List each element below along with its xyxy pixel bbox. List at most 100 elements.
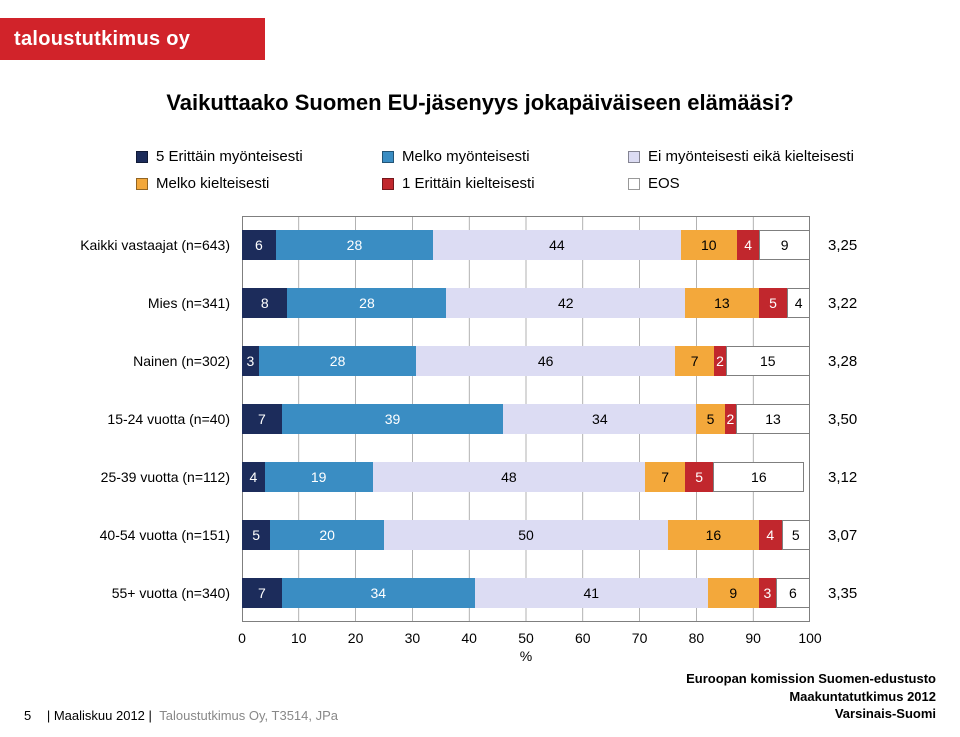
bar-segment: 9 xyxy=(759,230,810,260)
axis-tick: 100 xyxy=(798,630,821,646)
bar: 520501645 xyxy=(242,520,810,550)
axis-tick: 80 xyxy=(689,630,705,646)
row-average: 3,35 xyxy=(810,585,870,602)
bar-segment: 5 xyxy=(782,520,810,550)
row-average: 3,07 xyxy=(810,527,870,544)
bar-segment: 7 xyxy=(675,346,714,376)
legend: 5 Erittäin myönteisesti Melko myönteisest… xyxy=(136,148,856,192)
axis-tick: 20 xyxy=(348,630,364,646)
bar: 328467215 xyxy=(242,346,810,376)
axis-unit: % xyxy=(520,648,532,664)
bar: 739345213 xyxy=(242,404,810,434)
chart-row: 55+ vuotta (n=340)734419363,35 xyxy=(46,564,916,622)
bar-segment: 15 xyxy=(726,346,810,376)
bar-segment: 13 xyxy=(736,404,810,434)
row-label: 40-54 vuotta (n=151) xyxy=(46,527,242,543)
row-label: Nainen (n=302) xyxy=(46,353,242,369)
legend-label: 5 Erittäin myönteisesti xyxy=(156,148,303,165)
footer-right-l1: Euroopan komission Suomen-edustusto xyxy=(686,670,936,688)
legend-item: Melko kielteisesti xyxy=(136,175,364,192)
axis-tick: 70 xyxy=(632,630,648,646)
chart-row: 15-24 vuotta (n=40)7393452133,50 xyxy=(46,390,916,448)
bar-segment: 16 xyxy=(713,462,804,492)
bar-segment: 44 xyxy=(433,230,680,260)
row-label: Mies (n=341) xyxy=(46,295,242,311)
legend-swatch xyxy=(382,151,394,163)
bar-segment: 20 xyxy=(270,520,384,550)
row-label: Kaikki vastaajat (n=643) xyxy=(46,237,242,253)
legend-label: 1 Erittäin kielteisesti xyxy=(402,175,535,192)
bar-segment: 28 xyxy=(276,230,433,260)
legend-label: Melko kielteisesti xyxy=(156,175,269,192)
footer-org: Taloustutkimus Oy, T3514, JPa xyxy=(159,708,338,723)
bar-segment: 6 xyxy=(242,230,276,260)
row-average: 3,28 xyxy=(810,353,870,370)
bar-segment: 3 xyxy=(242,346,259,376)
footer-left: 5 | Maaliskuu 2012 | Taloustutkimus Oy, … xyxy=(24,708,338,723)
bar-segment: 39 xyxy=(282,404,504,434)
bar-segment: 10 xyxy=(681,230,737,260)
page-title: Vaikuttaako Suomen EU-jäsenyys jokapäivä… xyxy=(0,90,960,116)
bar-segment: 7 xyxy=(242,578,282,608)
axis-tick: 10 xyxy=(291,630,307,646)
bar-segment: 46 xyxy=(416,346,675,376)
legend-swatch xyxy=(136,151,148,163)
bar-segment: 19 xyxy=(265,462,373,492)
bar-segment: 4 xyxy=(787,288,810,318)
legend-item: 1 Erittäin kielteisesti xyxy=(382,175,610,192)
legend-item: EOS xyxy=(628,175,856,192)
x-axis: 0102030405060708090100% xyxy=(242,626,810,666)
row-label: 25-39 vuotta (n=112) xyxy=(46,469,242,485)
bar-segment: 9 xyxy=(708,578,759,608)
bar-segment: 34 xyxy=(503,404,696,434)
bar-segment: 6 xyxy=(776,578,810,608)
footer-right-l3: Varsinais-Suomi xyxy=(686,705,936,723)
legend-swatch xyxy=(628,178,640,190)
legend-label: Melko myönteisesti xyxy=(402,148,530,165)
row-label: 15-24 vuotta (n=40) xyxy=(46,411,242,427)
bar: 419487516 xyxy=(242,462,810,492)
bar-segment: 48 xyxy=(373,462,646,492)
footer-right: Euroopan komission Suomen-edustusto Maak… xyxy=(686,670,936,723)
chart-row: Mies (n=341)8284213543,22 xyxy=(46,274,916,332)
bar: 73441936 xyxy=(242,578,810,608)
legend-swatch xyxy=(382,178,394,190)
bar: 628441049 xyxy=(242,230,810,260)
legend-item: 5 Erittäin myönteisesti xyxy=(136,148,364,165)
bar-segment: 5 xyxy=(759,288,787,318)
bar: 828421354 xyxy=(242,288,810,318)
legend-label: EOS xyxy=(648,175,680,192)
bar-segment: 4 xyxy=(759,520,782,550)
row-average: 3,50 xyxy=(810,411,870,428)
bar-segment: 4 xyxy=(737,230,760,260)
axis-tick: 60 xyxy=(575,630,591,646)
row-label: 55+ vuotta (n=340) xyxy=(46,585,242,601)
bar-segment: 3 xyxy=(759,578,776,608)
bar-segment: 5 xyxy=(685,462,713,492)
footer-date: | Maaliskuu 2012 | xyxy=(47,708,152,723)
axis-tick: 90 xyxy=(745,630,761,646)
bar-segment: 5 xyxy=(696,404,724,434)
bar-segment: 8 xyxy=(242,288,287,318)
legend-item: Melko myönteisesti xyxy=(382,148,610,165)
bar-segment: 2 xyxy=(725,404,736,434)
logo-bar: taloustutkimus oy xyxy=(0,18,265,60)
bar-segment: 5 xyxy=(242,520,270,550)
bar-segment: 50 xyxy=(384,520,668,550)
axis-tick: 30 xyxy=(405,630,421,646)
legend-label: Ei myönteisesti eikä kielteisesti xyxy=(648,148,854,165)
legend-swatch xyxy=(628,151,640,163)
axis-tick: 50 xyxy=(518,630,534,646)
bar-segment: 7 xyxy=(645,462,685,492)
bar-segment: 2 xyxy=(714,346,725,376)
row-average: 3,12 xyxy=(810,469,870,486)
bar-segment: 42 xyxy=(446,288,685,318)
bar-segment: 28 xyxy=(259,346,416,376)
axis-tick: 40 xyxy=(461,630,477,646)
axis-tick: 0 xyxy=(238,630,246,646)
logo-text: taloustutkimus oy xyxy=(14,28,190,51)
bar-segment: 28 xyxy=(287,288,446,318)
bar-segment: 7 xyxy=(242,404,282,434)
bar-segment: 4 xyxy=(242,462,265,492)
page-number: 5 xyxy=(24,708,31,723)
